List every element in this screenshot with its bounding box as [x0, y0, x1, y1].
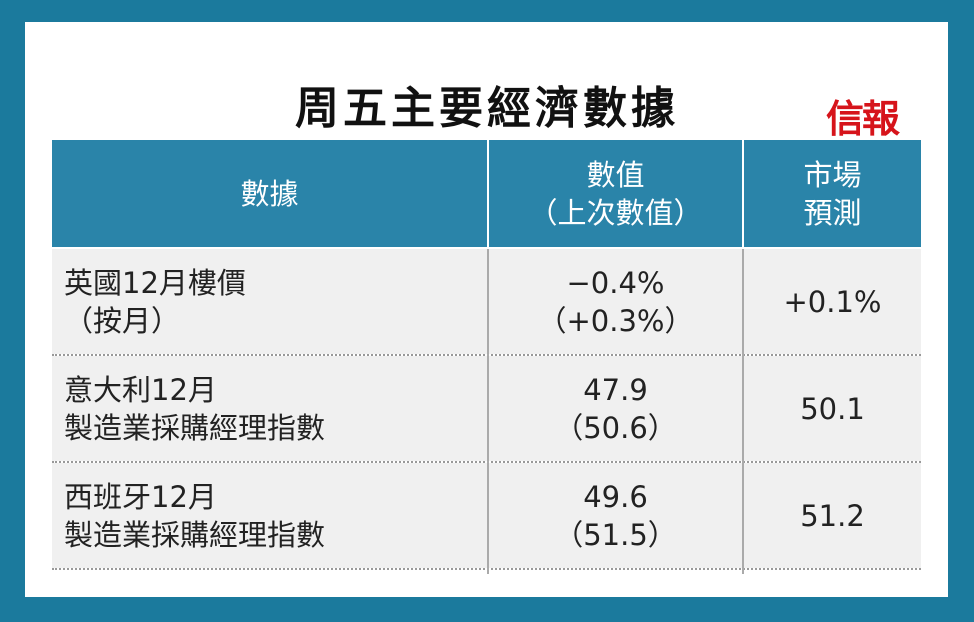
column-separator: [487, 249, 489, 574]
row-separator: [52, 461, 921, 463]
cell-text: 47.9: [583, 372, 648, 407]
table-cell: 意大利12月 製造業採購經理指數: [52, 356, 487, 461]
row-separator: [52, 354, 921, 356]
cell-text: −0.4%: [566, 265, 665, 300]
cell-text: （+0.3%）: [537, 303, 694, 338]
cell-text: 51.2: [800, 498, 865, 533]
cell-text: （51.5）: [554, 517, 677, 552]
table-cell: 51.2: [744, 463, 921, 568]
table-cell: 47.9 （50.6）: [489, 356, 742, 461]
cell-text: （上次數值）: [528, 195, 703, 230]
cell-text: （50.6）: [554, 410, 677, 445]
cell-text: 英國12月樓價: [64, 265, 246, 300]
header-cell: 市場 預測: [744, 140, 921, 247]
cell-text: 意大利12月: [64, 372, 217, 407]
table-cell: 英國12月樓價 （按月）: [52, 249, 487, 354]
header-cell: 數值 （上次數值）: [489, 140, 742, 247]
logo: 信報: [826, 96, 900, 141]
cell-text: 市場: [803, 157, 862, 192]
cell-text: 製造業採購經理指數: [64, 517, 326, 552]
header-cell: 數據: [52, 140, 487, 247]
table-cell: +0.1%: [744, 249, 921, 354]
cell-text: +0.1%: [783, 284, 882, 319]
cell-text: 數值: [586, 157, 645, 192]
cell-text: 50.1: [800, 391, 865, 426]
table-cell: 西班牙12月 製造業採購經理指數: [52, 463, 487, 568]
table-cell: 50.1: [744, 356, 921, 461]
cell-text: 49.6: [583, 479, 648, 514]
row-separator: [52, 568, 921, 570]
table-cell: −0.4% （+0.3%）: [489, 249, 742, 354]
title: 周五主要經濟數據: [295, 83, 679, 134]
data-table: 數據 數值 （上次數值） 市場 預測 英國12月樓價 （按月） −0.4% （+0.3%） +0.…: [52, 140, 921, 574]
column-separator: [742, 249, 744, 574]
cell-text: 製造業採購經理指數: [64, 410, 326, 445]
cell-text: （按月）: [64, 303, 181, 338]
table-cell: 49.6 （51.5）: [489, 463, 742, 568]
cell-text: 預測: [803, 195, 862, 230]
cell-text: 數據: [240, 176, 299, 211]
cell-text: 西班牙12月: [64, 479, 217, 514]
